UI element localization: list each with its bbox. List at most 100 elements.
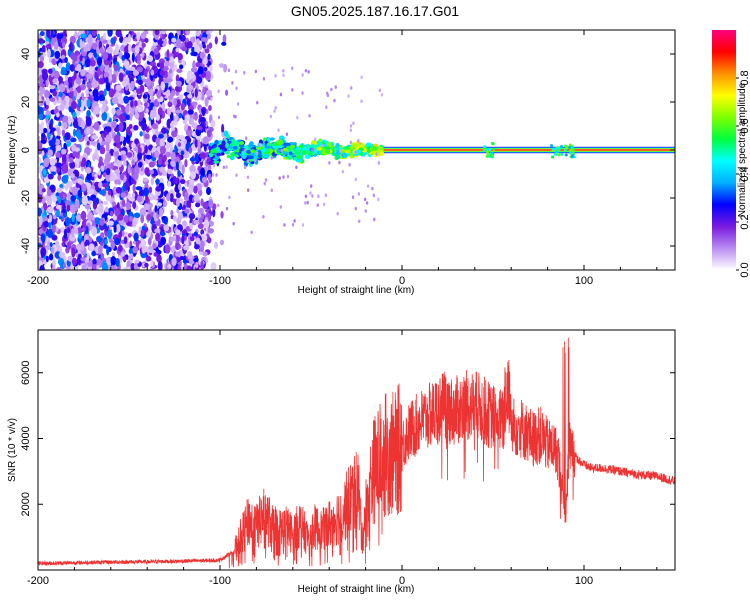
spectrogram-noise-cell <box>195 61 201 68</box>
spectrogram-noise-cell <box>133 212 141 218</box>
spectrogram-noise-cell <box>127 233 132 238</box>
spectrogram-noise-cell <box>199 51 206 60</box>
spectrogram-noise-cell <box>171 257 177 266</box>
spectrogram-band-cell <box>553 152 557 156</box>
spectrogram-noise-cell <box>175 38 182 49</box>
spectrogram-noise-cell <box>133 100 138 107</box>
snr-y-tick-label: 4000 <box>20 426 32 450</box>
spectrogram-noise-cell <box>113 224 117 233</box>
spectrogram-noise-cell <box>40 139 47 144</box>
spectrogram-noise-cell <box>79 55 83 62</box>
spectrogram-noise-cell <box>60 148 67 155</box>
spectrogram-noise-cell <box>301 223 305 227</box>
spectrogram-noise-cell <box>102 39 108 44</box>
spectrogram-noise-cell <box>138 111 145 119</box>
spectrogram-noise-cell <box>377 197 380 202</box>
spectrogram-noise-cell <box>137 79 143 86</box>
spectrogram-noise-cell <box>354 177 358 182</box>
spectrogram-noise-cell <box>140 239 147 248</box>
spectrogram-noise-cell <box>154 150 159 158</box>
spectrogram-noise-cell <box>372 193 376 198</box>
spectrogram-noise-cell <box>153 48 160 55</box>
colorbar-tick-label: 0.6 <box>739 118 750 133</box>
spectrogram-noise-cell <box>128 111 133 121</box>
spectrogram-band-cell <box>344 149 351 154</box>
spectrogram-noise-cell <box>102 182 108 188</box>
spectrogram-noise-cell <box>139 207 147 217</box>
spectrogram-noise-cell <box>38 123 42 129</box>
spectrogram-noise-cell <box>349 124 353 128</box>
spectrogram-noise-cell <box>263 181 266 186</box>
spectrogram-noise-cell <box>65 200 71 206</box>
spectrogram-noise-cell <box>181 229 188 235</box>
spectrogram-band-cell <box>288 151 293 156</box>
spectrogram-noise-cell <box>94 148 98 157</box>
spectrogram-noise-cell <box>188 179 195 184</box>
spectrogram-noise-cell <box>174 177 178 185</box>
spectrogram-noise-cell <box>119 113 126 123</box>
spectrogram-noise-cell <box>184 191 189 199</box>
spectrogram-noise-cell <box>215 173 218 177</box>
spectrogram-noise-cell <box>129 66 136 72</box>
spectrogram-noise-cell <box>181 164 185 174</box>
spectrogram-noise-cell <box>371 186 374 191</box>
spectrogram-noise-cell <box>80 241 85 251</box>
spectrogram-noise-cell <box>167 264 172 269</box>
spectrogram-noise-cell <box>222 165 226 170</box>
spectrogram-noise-cell <box>185 265 192 270</box>
spectrogram-noise-cell <box>139 84 145 93</box>
spectrogram-band-cell <box>263 153 270 159</box>
spectrogram-band-cell <box>483 147 487 151</box>
spectrogram-noise-cell <box>164 60 170 67</box>
spectrogram-noise-cell <box>71 228 75 238</box>
spectrogram-noise-cell <box>41 188 46 193</box>
spectrogram-band-cell <box>257 149 262 156</box>
spectrogram-noise-cell <box>177 211 184 220</box>
spectrogram-noise-cell <box>131 52 135 63</box>
snr-x-tick-label: 100 <box>575 575 593 587</box>
spectrogram-noise-cell <box>45 255 49 263</box>
spectrogram-noise-cell <box>41 71 49 81</box>
spectrogram-noise-cell <box>68 157 74 163</box>
spectrogram-noise-cell <box>138 189 145 197</box>
spectrogram-noise-cell <box>178 244 182 249</box>
spectrogram-noise-cell <box>131 167 135 176</box>
spectrogram-noise-cell <box>180 34 186 42</box>
spectrogram-band-cell <box>302 146 308 152</box>
spectrogram-band-cell <box>276 139 284 145</box>
spectrogram-noise-cell <box>328 161 331 165</box>
spectrogram-noise-cell <box>144 195 149 204</box>
spectrogram-band-cell <box>302 150 307 155</box>
spectrogram-noise-cell <box>172 215 177 222</box>
spectrogram-noise-cell <box>206 30 210 35</box>
spectrogram-noise-cell <box>100 64 105 72</box>
spectrogram-noise-cell <box>57 127 61 137</box>
spectrogram-noise-cell <box>98 77 105 85</box>
spectrogram-noise-cell <box>76 178 83 184</box>
spectrogram-band-cell <box>569 148 573 152</box>
spectrogram-noise-cell <box>40 132 46 140</box>
spectrogram-noise-cell <box>148 186 153 194</box>
spectrogram-noise-cell <box>38 207 43 216</box>
spectrogram-noise-cell <box>67 116 72 126</box>
spectrogram-noise-cell <box>58 121 62 127</box>
spectrogram-noise-cell <box>144 133 150 140</box>
spectrogram-noise-cell <box>52 258 57 268</box>
spectrogram-noise-cell <box>177 53 183 61</box>
spectrogram-noise-cell <box>133 124 139 131</box>
spectrogram-noise-cell <box>105 168 111 176</box>
spectrogram-noise-cell <box>195 261 199 269</box>
spectrogram-noise-cell <box>313 137 317 142</box>
spectrogram-band-cell <box>341 152 348 159</box>
spectrogram-noise-cell <box>122 153 127 162</box>
spectrogram-noise-cell <box>189 164 196 174</box>
spectrogram-noise-cell <box>246 175 250 180</box>
spectrogram-noise-cell <box>72 128 77 137</box>
spectrogram-noise-cell <box>66 192 72 201</box>
spectrogram-band-cell <box>350 144 355 149</box>
spectrogram-noise-cell <box>80 257 86 262</box>
spectrogram-noise-cell <box>167 180 172 188</box>
spectrogram-noise-cell <box>282 68 285 73</box>
spectrogram-noise-cell <box>56 267 62 270</box>
spectrogram-noise-cell <box>58 76 63 83</box>
